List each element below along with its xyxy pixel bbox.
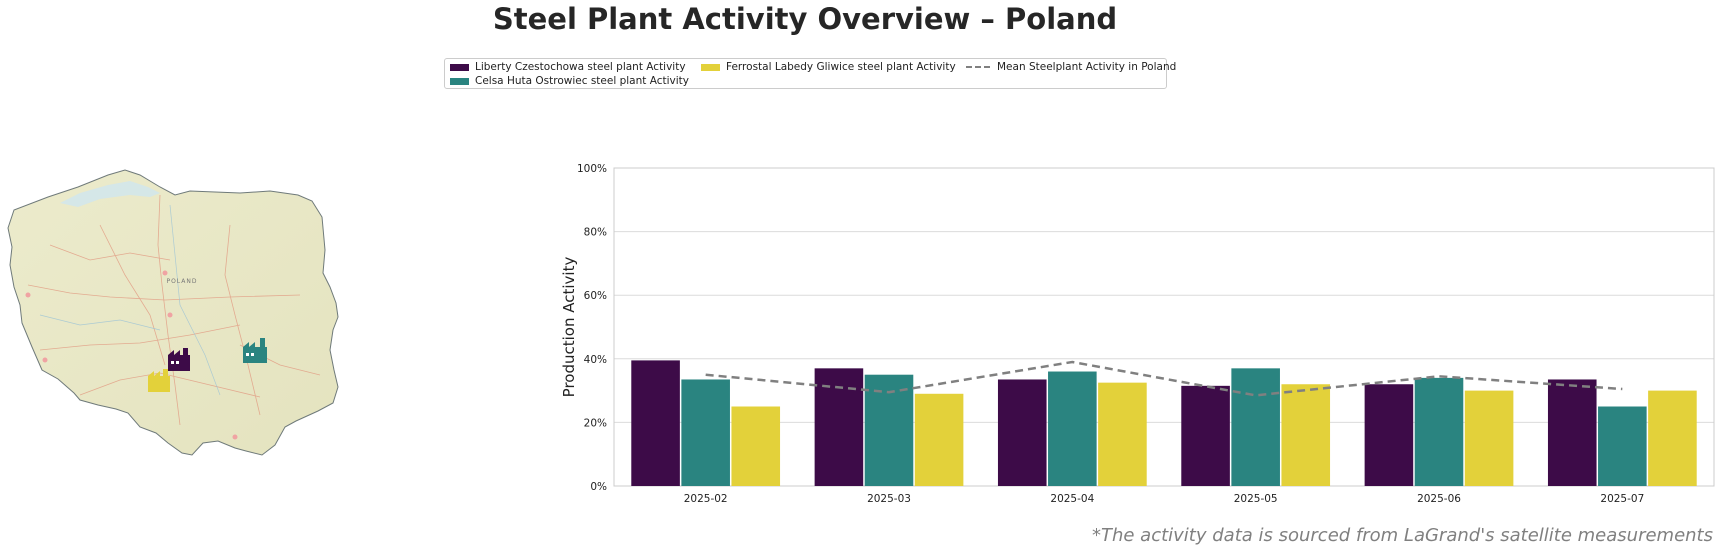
y-tick-label: 40% xyxy=(584,354,607,366)
map-city-dots xyxy=(25,270,238,440)
map-roads xyxy=(27,194,321,426)
legend-swatch-ferrostal xyxy=(701,63,720,71)
mean-activity-line xyxy=(705,360,1623,397)
footnote: *The activity data is sourced from LaGra… xyxy=(1091,525,1713,546)
bar xyxy=(1098,382,1147,486)
y-tick-label: 60% xyxy=(584,290,607,302)
plot-frame xyxy=(613,167,1715,487)
y-tick-labels: 0% 20% 40% 60% 80% 100% xyxy=(577,163,607,493)
y-axis-label: Production Activity xyxy=(560,257,578,398)
bar xyxy=(1648,390,1697,486)
celsa-plant-marker xyxy=(243,338,267,363)
bar xyxy=(731,406,781,486)
bar xyxy=(1364,384,1414,486)
bar xyxy=(1464,390,1514,486)
y-tick-label: 20% xyxy=(584,417,607,429)
legend-line-mean xyxy=(966,66,990,68)
bar xyxy=(814,368,864,486)
baltic-sea xyxy=(60,181,160,207)
bar xyxy=(1281,384,1331,486)
bar xyxy=(1048,371,1097,486)
legend-item-ferrostal: Ferrostal Labedy Gliwice steel plant Act… xyxy=(701,61,956,73)
legend-label-mean: Mean Steelplant Activity in Poland xyxy=(997,61,1177,73)
x-tick-label: 2025-05 xyxy=(1234,493,1278,505)
bar xyxy=(1181,385,1230,486)
x-tick-label: 2025-07 xyxy=(1600,493,1644,505)
bar xyxy=(631,360,680,486)
chart-title: Steel Plant Activity Overview – Poland xyxy=(492,2,1118,36)
x-tick-label: 2025-03 xyxy=(867,493,911,505)
map-country-label: POLAND xyxy=(166,278,197,285)
x-tick-label: 2025-04 xyxy=(1050,493,1094,505)
x-tick-label: 2025-02 xyxy=(684,493,728,505)
bar xyxy=(1414,377,1464,486)
y-tick-label: 0% xyxy=(590,481,607,493)
legend-item-celsa: Celsa Huta Ostrowiec steel plant Activit… xyxy=(450,75,689,87)
ferrostal-plant-marker xyxy=(148,369,170,392)
bar xyxy=(997,379,1047,486)
poland-outline xyxy=(7,169,339,456)
poland-map: POLAND xyxy=(7,169,339,456)
map-rivers xyxy=(39,204,221,396)
legend-label-celsa: Celsa Huta Ostrowiec steel plant Activit… xyxy=(475,75,689,87)
bar xyxy=(1547,379,1597,486)
legend-label-ferrostal: Ferrostal Labedy Gliwice steel plant Act… xyxy=(726,61,956,73)
factory-icon xyxy=(148,369,170,392)
legend-item-mean: Mean Steelplant Activity in Poland xyxy=(966,61,1176,73)
legend-swatch-celsa xyxy=(450,77,469,85)
x-tick-label: 2025-06 xyxy=(1417,493,1461,505)
legend-swatch-liberty xyxy=(450,63,469,71)
legend: Liberty Czestochowa steel plant Activity… xyxy=(444,58,1176,89)
factory-icon xyxy=(168,348,190,371)
x-tick-labels: 2025-02 2025-03 2025-04 2025-05 2025-06 2025-… xyxy=(684,493,1645,505)
y-tick-label: 100% xyxy=(577,163,607,175)
bar xyxy=(914,393,964,486)
liberty-plant-marker xyxy=(168,348,190,371)
legend-item-liberty: Liberty Czestochowa steel plant Activity xyxy=(450,61,686,73)
bar xyxy=(681,379,730,486)
factory-icon xyxy=(243,338,267,363)
bar-chart: 0% 20% 40% 60% 80% 100% 2025-02 2025-03 2025-04… xyxy=(560,163,1715,505)
y-tick-label: 80% xyxy=(584,227,607,239)
bar xyxy=(1598,406,1647,486)
bar xyxy=(1231,368,1280,486)
bars xyxy=(631,360,1697,486)
mean-line xyxy=(705,360,1623,397)
legend-label-liberty: Liberty Czestochowa steel plant Activity xyxy=(475,61,686,73)
